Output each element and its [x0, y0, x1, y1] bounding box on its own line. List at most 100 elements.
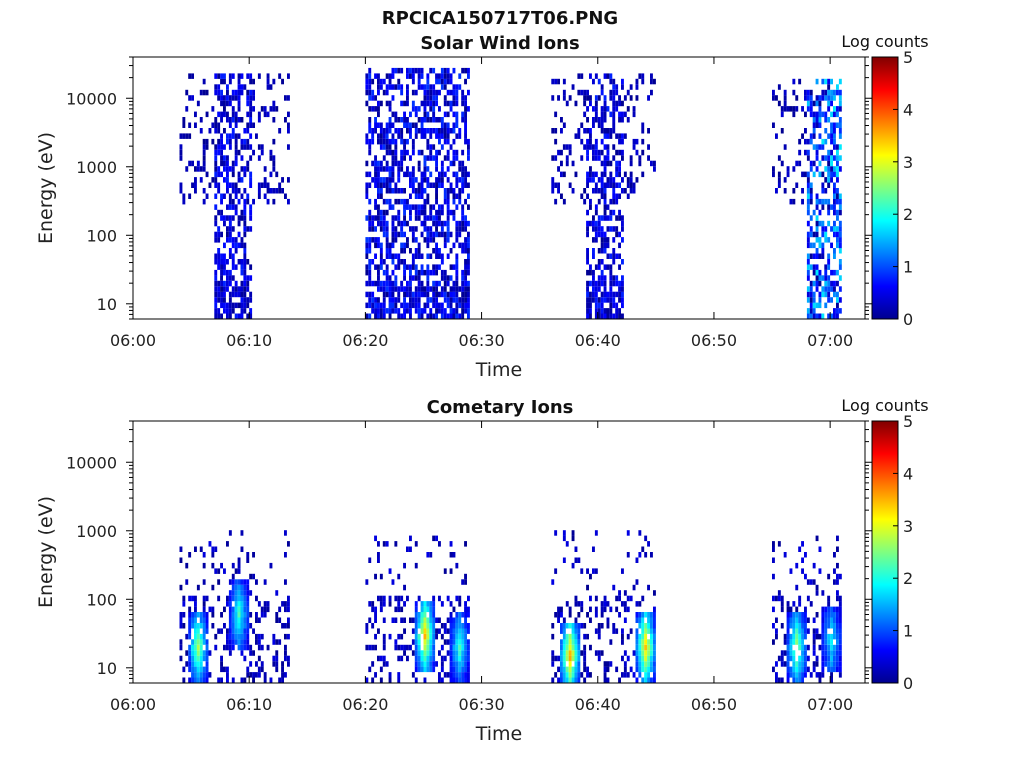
count-cell: [600, 248, 604, 254]
count-cell: [249, 226, 253, 232]
count-cell: [461, 67, 465, 74]
count-cell: [429, 237, 433, 243]
count-cell: [388, 248, 392, 254]
count-cell: [409, 248, 412, 254]
count-cell: [597, 302, 601, 309]
count-cell: [409, 128, 412, 134]
count-cell: [429, 84, 433, 90]
count-cell: [464, 617, 467, 623]
count-cell: [220, 144, 223, 150]
count-cell: [379, 188, 383, 194]
count-cell: [554, 138, 558, 145]
count-cell: [461, 302, 465, 309]
count-cell: [423, 106, 427, 112]
count-cell: [371, 177, 375, 183]
count-cell: [621, 633, 624, 640]
count-cell: [612, 78, 616, 85]
count-cell: [464, 111, 467, 118]
count-cell: [795, 562, 799, 569]
count-cell: [182, 612, 186, 618]
count-cell: [211, 177, 215, 183]
count-cell: [618, 677, 621, 683]
count-cell: [202, 650, 206, 656]
count-cell: [836, 579, 839, 585]
count-cell: [827, 297, 831, 303]
count-cell: [821, 644, 825, 651]
count-cell: [226, 672, 229, 678]
count-cell: [838, 128, 842, 134]
count-cell: [650, 677, 653, 683]
count-cell: [257, 672, 261, 678]
count-cell: [272, 160, 276, 167]
count-cell: [777, 590, 781, 596]
count-cell: [379, 177, 383, 183]
count-cell: [583, 677, 587, 683]
count-cell: [592, 226, 595, 232]
count-cell: [191, 160, 194, 167]
count-cell: [179, 155, 183, 161]
count-cell: [812, 628, 816, 634]
count-cell: [798, 623, 802, 629]
count-cell: [223, 269, 226, 276]
count-cell: [786, 601, 790, 607]
count-cell: [182, 133, 186, 139]
count-cell: [403, 584, 406, 591]
count-cell: [824, 655, 828, 662]
count-cell: [432, 595, 436, 602]
count-cell: [240, 209, 244, 216]
count-cell: [379, 606, 383, 613]
count-cell: [615, 226, 619, 232]
count-cell: [426, 144, 430, 150]
count-cell: [240, 584, 244, 591]
count-cell: [368, 644, 372, 651]
count-cell: [786, 661, 790, 667]
count-cell: [406, 237, 409, 243]
count-cell: [786, 644, 790, 651]
count-cell: [554, 182, 558, 188]
count-cell: [400, 100, 404, 107]
count-cell: [641, 73, 645, 79]
count-cell: [223, 106, 226, 112]
count-cell: [278, 617, 282, 623]
count-cell: [417, 204, 421, 210]
count-cell: [827, 275, 831, 281]
count-cell: [217, 628, 221, 634]
count-cell: [377, 655, 380, 662]
count-cell: [461, 95, 465, 101]
count-cell: [388, 677, 392, 683]
count-cell: [228, 650, 232, 656]
count-cell: [772, 95, 775, 101]
count-cell: [562, 655, 566, 662]
count-cell: [287, 595, 290, 602]
count-cell: [243, 84, 247, 90]
count-cell: [385, 269, 389, 276]
count-cell: [833, 633, 836, 640]
count-cell: [571, 650, 575, 656]
count-cell: [231, 95, 235, 101]
count-cell: [452, 264, 456, 270]
count-cell: [426, 89, 430, 96]
count-cell: [388, 308, 392, 314]
count-cell: [423, 666, 427, 673]
count-cell: [594, 182, 598, 188]
count-cell: [644, 612, 648, 618]
count-cell: [467, 155, 470, 161]
count-cell: [574, 100, 578, 107]
count-cell: [455, 84, 459, 90]
count-cell: [629, 177, 633, 183]
count-cell: [194, 617, 197, 623]
count-cell: [594, 226, 598, 232]
count-cell: [560, 117, 563, 123]
count-cell: [449, 655, 453, 662]
count-cell: [827, 220, 831, 227]
count-cell: [223, 606, 226, 613]
count-cell: [461, 297, 465, 303]
count-cell: [560, 160, 563, 167]
count-cell: [377, 209, 380, 216]
count-cell: [409, 275, 412, 281]
count-cell: [246, 198, 250, 205]
count-cell: [269, 155, 273, 161]
count-cell: [597, 623, 601, 629]
count-cell: [812, 231, 816, 238]
count-cell: [237, 633, 241, 640]
